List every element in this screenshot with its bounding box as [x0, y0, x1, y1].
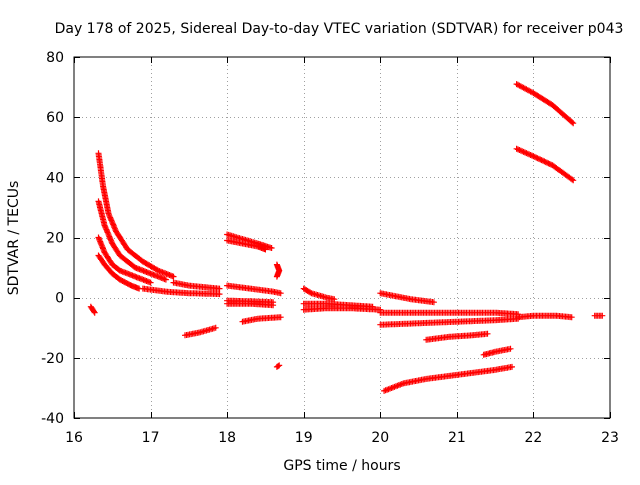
series-s29 — [513, 145, 577, 184]
data-layer — [87, 81, 606, 394]
y-tick-label: 0 — [55, 291, 64, 307]
x-tick-label: 22 — [525, 430, 543, 446]
series-s24 — [381, 363, 515, 394]
series-s02 — [95, 150, 177, 280]
series-s27 — [591, 312, 606, 319]
data-point-markers — [381, 363, 515, 394]
series-s07 — [170, 279, 223, 292]
y-tick-label: 20 — [46, 231, 64, 247]
series-s16 — [273, 362, 283, 370]
data-point-markers — [224, 237, 269, 253]
x-tick-label: 18 — [218, 430, 236, 446]
series-s19 — [300, 305, 384, 313]
x-tick-label: 16 — [65, 430, 83, 446]
data-point-markers — [224, 282, 284, 297]
series-s23 — [423, 330, 491, 343]
series-s03 — [95, 198, 169, 283]
series-s26 — [515, 312, 575, 321]
y-axis-title: SDTVAR / TECUs — [6, 181, 22, 296]
data-point-markers — [273, 362, 283, 370]
data-point-markers — [95, 150, 177, 280]
y-tick-label: 60 — [46, 110, 64, 126]
data-point-markers — [515, 312, 575, 321]
series-s13 — [224, 300, 277, 309]
series-s11 — [224, 282, 284, 297]
grid-layer — [74, 57, 610, 418]
data-point-markers — [377, 315, 522, 328]
data-point-markers — [273, 261, 283, 280]
data-point-markers — [480, 345, 514, 358]
data-point-markers — [423, 330, 491, 343]
x-tick-label: 17 — [142, 430, 160, 446]
data-point-markers — [87, 303, 98, 316]
y-tick-label: 80 — [46, 50, 64, 66]
series-s14 — [239, 314, 284, 325]
tick-layer: 16 17 18 19 20 21 22 23 -40 -20 0 20 40 60 80 — [41, 50, 619, 446]
series-s28 — [513, 81, 577, 127]
x-tick-label: 21 — [448, 430, 466, 446]
series-s06 — [139, 285, 223, 298]
series-s20 — [377, 290, 437, 306]
data-point-markers — [591, 312, 606, 319]
y-tick-label: -20 — [41, 351, 64, 367]
series-s15 — [273, 261, 283, 280]
data-point-markers — [139, 285, 223, 298]
data-point-markers — [377, 290, 437, 306]
data-point-markers — [95, 198, 169, 283]
data-point-markers — [300, 285, 338, 303]
series-s10 — [224, 237, 269, 253]
series-s25 — [480, 345, 514, 358]
series-s22 — [377, 315, 522, 328]
data-point-markers — [170, 279, 223, 292]
data-point-markers — [300, 305, 384, 313]
data-point-markers — [239, 314, 284, 325]
data-point-markers — [224, 300, 277, 309]
series-s01 — [87, 303, 98, 316]
series-s05 — [95, 252, 143, 292]
plot-frame — [73, 56, 611, 419]
x-tick-label: 20 — [371, 430, 389, 446]
chart-title: Day 178 of 2025, Sidereal Day-to-day VTE… — [55, 21, 624, 37]
data-point-markers — [513, 81, 577, 127]
data-point-markers — [182, 324, 219, 339]
x-tick-label: 19 — [295, 430, 313, 446]
data-point-markers — [377, 309, 522, 318]
series-s04 — [95, 234, 154, 286]
y-tick-label: -40 — [41, 411, 64, 427]
data-point-markers — [95, 252, 143, 292]
y-tick-label: 40 — [46, 170, 64, 186]
x-tick-label: 23 — [601, 430, 619, 446]
x-axis-title: GPS time / hours — [283, 458, 400, 474]
data-point-markers — [513, 145, 577, 184]
series-s21 — [377, 309, 522, 318]
series-s08 — [182, 324, 219, 339]
series-s17 — [300, 285, 338, 303]
data-point-markers — [95, 234, 154, 286]
